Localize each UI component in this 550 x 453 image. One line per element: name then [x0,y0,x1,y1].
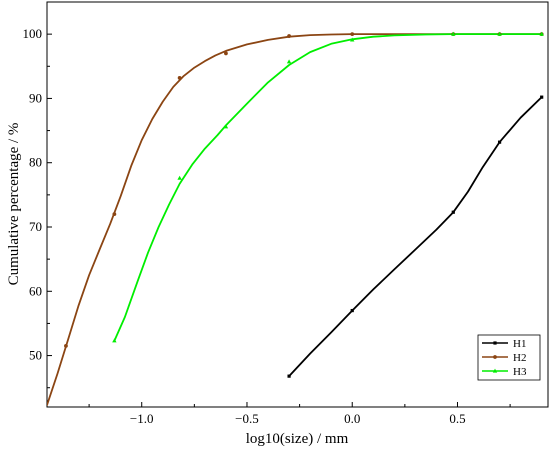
y-axis-label: Cumulative percentage / % [6,123,22,286]
legend-label-h1: H1 [513,338,526,350]
series-line-h3 [113,33,543,342]
data-point-h2 [112,212,117,217]
data-point-h2 [287,34,291,38]
data-point-h2 [350,32,355,37]
x-axis-label: log10(size) / mm [246,431,349,447]
data-point-h3 [350,37,355,42]
legend-marker-h1 [493,341,497,345]
legend-label-h3: H3 [513,366,527,378]
x-tick-label: 0.0 [344,411,360,426]
y-tick-label: 90 [29,90,42,105]
data-point-h1 [350,308,354,313]
x-tick-label: −0.5 [235,411,259,426]
series-line-h1 [288,96,543,377]
data-point-h1 [497,140,502,144]
y-tick-label: 50 [29,348,42,363]
legend-label-h2: H2 [513,352,526,364]
data-point-h3 [286,59,292,64]
series-line-h2 [47,33,543,406]
y-tick-label: 60 [29,283,42,298]
legend: H1 H2 H3 [477,334,541,381]
series-layer [47,33,543,406]
data-point-h3 [451,31,456,36]
legend-marker-h2 [493,355,497,359]
y-tick-label: 80 [29,155,42,170]
y-tick-label: 100 [23,26,43,41]
data-point-h2 [64,344,68,348]
data-point-h3 [177,175,182,180]
data-point-h3 [223,124,229,129]
x-axis-ticks: −1.0 −0.5 0.0 0.5 [88,402,511,426]
data-point-h2 [177,75,182,80]
marker-layer [64,31,544,378]
y-tick-label: 70 [29,219,42,234]
legend-marker-h3 [492,368,498,373]
data-point-h1 [451,210,455,214]
x-tick-label: −1.0 [130,411,154,426]
data-point-h3 [112,338,117,343]
data-point-h3 [497,31,502,36]
x-tick-label: 0.5 [449,411,465,426]
data-point-h3 [539,31,544,36]
y-axis-ticks: 50 60 70 80 90 100 [23,26,52,389]
plot-frame [46,1,549,408]
data-point-h2 [224,51,228,56]
data-point-h1 [540,95,544,99]
data-point-h1 [287,374,291,378]
